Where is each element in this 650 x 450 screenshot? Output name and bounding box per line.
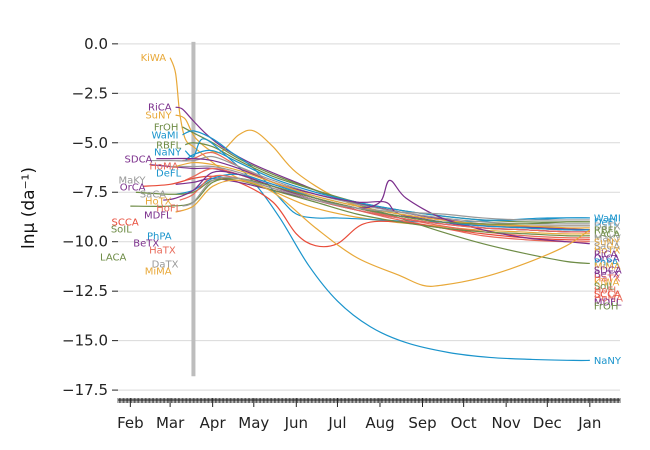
- series-start-label: SoIL: [111, 224, 132, 235]
- series-end-label: KiWA: [594, 277, 620, 288]
- series-end-label: HoFL: [594, 285, 619, 296]
- x-tick-label: Oct: [451, 414, 477, 432]
- series-end-label: BeTX: [594, 269, 620, 280]
- series-start-label: MDFL: [144, 210, 172, 221]
- series-start-label: LACA: [100, 252, 126, 263]
- y-tick-label: −5.0: [72, 134, 108, 152]
- y-tick-label: −17.5: [62, 381, 108, 399]
- series-end-label: SDCA: [594, 265, 622, 276]
- y-tick-label: 0.0: [84, 35, 108, 53]
- series-line-datx: [182, 176, 590, 221]
- series-end-label: LACA: [594, 229, 620, 240]
- series-line-soil: [135, 178, 590, 237]
- series-start-label: RBFL: [156, 140, 182, 151]
- x-tick-label: Jul: [327, 414, 346, 432]
- series-line-froh: [182, 126, 590, 265]
- series-end-label: SaCA: [594, 241, 620, 252]
- series-end-label: SuNY: [594, 237, 621, 248]
- x-tick-label: Dec: [533, 414, 562, 432]
- series-start-label: OrCA: [120, 182, 146, 193]
- y-tick-label: −2.5: [72, 84, 108, 102]
- series-start-label: HoMA: [149, 161, 178, 172]
- series-start-label: SuNY: [145, 111, 172, 122]
- series-line-scca: [142, 175, 590, 248]
- series-start-label: SDCA: [125, 154, 153, 165]
- series-start-label: MaKY: [118, 175, 146, 186]
- series-start-label: HaTX: [149, 245, 176, 256]
- x-tick-label: Aug: [365, 414, 394, 432]
- series-end-label: RiCA: [594, 249, 618, 260]
- series-start-label: MiMA: [145, 266, 172, 277]
- y-axis-title: lnμ (da⁻¹): [19, 167, 39, 249]
- series-end-label: OrCA: [594, 253, 620, 264]
- series-start-label: RiCA: [148, 103, 172, 114]
- series-line-mima: [175, 179, 591, 287]
- series-lines: [130, 57, 591, 362]
- y-tick-label: −10.0: [62, 233, 108, 251]
- series-start-label: HoTX: [145, 196, 172, 207]
- axes: 0.0 −2.5 −5.0 −7.5 −10.0 −12.5 −15.0 −17.5 Feb Ma…: [62, 35, 621, 432]
- series-start-label: BeTX: [133, 238, 159, 249]
- x-tick-label: Feb: [117, 414, 144, 432]
- series-end-label: MaKY: [594, 233, 622, 244]
- series-start-label: SaCA: [140, 189, 166, 200]
- x-tick-label: May: [238, 414, 269, 432]
- series-end-label: FrOH: [594, 301, 619, 312]
- series-end-label: WaMI: [594, 213, 621, 224]
- y-tick-label: −12.5: [62, 282, 108, 300]
- series-start-label: PhPA: [147, 231, 172, 242]
- x-tick-label: Sep: [408, 414, 436, 432]
- series-start-label: HoFL: [156, 203, 181, 214]
- series-line-hatx: [179, 174, 590, 233]
- series-start-label: DaTX: [152, 259, 179, 270]
- series-end-label: SCCA: [594, 289, 621, 300]
- series-end-label: MiMA: [594, 261, 621, 272]
- series-end-label: DeFL: [594, 217, 620, 228]
- series-start-label: FrOH: [154, 122, 179, 133]
- series-end-label: HoMA: [594, 293, 623, 304]
- x-tick-label: Mar: [156, 414, 185, 432]
- series-line-hotx: [175, 161, 590, 229]
- series-start-label: DeFL: [156, 168, 182, 179]
- series-end-label: PhPA: [594, 257, 619, 268]
- series-line-nany: [184, 138, 590, 362]
- x-tick-label: Jun: [284, 414, 308, 432]
- x-tick-label: Nov: [492, 414, 521, 432]
- series-end-label: NaNY: [594, 356, 622, 367]
- series-end-label: DaTX: [594, 221, 621, 232]
- series-end-label: MDFL: [594, 297, 622, 308]
- series-start-label: WaMI: [152, 130, 179, 141]
- series-end-label: HoTX: [594, 245, 621, 256]
- series-start-label: NaNY: [154, 147, 182, 158]
- series-labels: KiWARiCASuNYFrOHWaMIRBFLNaNYSDCAHoMADeFL…: [100, 53, 623, 367]
- series-end-label: HaTX: [594, 273, 621, 284]
- x-tick-label: Apr: [200, 414, 227, 432]
- series-start-label: KiWA: [141, 53, 167, 64]
- series-start-label: SCCA: [112, 217, 139, 228]
- x-tick-label: Jan: [577, 414, 601, 432]
- y-tick-label: −15.0: [62, 332, 108, 350]
- y-tick-label: −7.5: [72, 183, 108, 201]
- series-end-label: RBFL: [594, 225, 620, 236]
- series-end-label: SoIL: [594, 281, 615, 292]
